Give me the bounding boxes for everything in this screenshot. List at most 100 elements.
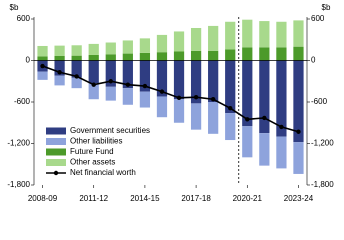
line-marker xyxy=(262,115,267,121)
bar-segment xyxy=(71,60,82,78)
bar-segment xyxy=(105,60,116,87)
bar-segment xyxy=(293,60,304,143)
bar-segment xyxy=(139,91,151,108)
bar-segment xyxy=(276,47,287,61)
line-marker xyxy=(74,74,79,79)
y-tick-label: 600 xyxy=(17,14,31,23)
x-tick-label: 2017-18 xyxy=(181,194,211,203)
bar-segment xyxy=(208,50,219,61)
line-marker xyxy=(245,117,250,122)
legend-label: Net financial worth xyxy=(70,168,136,177)
bar-segment xyxy=(276,60,287,137)
bar-segment xyxy=(54,56,65,61)
bar-segment xyxy=(173,60,185,100)
bar-segment xyxy=(259,60,270,134)
legend-label: Government securities xyxy=(70,126,150,135)
line-marker xyxy=(296,129,301,134)
bar-segment xyxy=(190,27,202,51)
y-tick-label: -600 xyxy=(14,97,31,106)
bar-segment xyxy=(173,51,185,61)
y2-tick-label: -1,800 xyxy=(311,180,334,189)
line-marker xyxy=(57,70,62,75)
line-marker xyxy=(193,94,199,100)
bar-segment xyxy=(88,83,99,100)
legend-swatch xyxy=(46,148,66,156)
bar-segment xyxy=(293,46,304,61)
bar-segment xyxy=(156,52,168,61)
bar-segment xyxy=(139,38,151,53)
line-series xyxy=(42,65,299,133)
y-tick-label: -1,200 xyxy=(7,139,30,148)
chart: $b $b 600 0 -600 -1,200 -1,800 600 0 -600 -1,200… xyxy=(7,3,334,203)
bar-segment xyxy=(88,43,99,55)
bar-segment xyxy=(173,31,185,52)
bar-segment xyxy=(242,47,253,61)
bar-segment xyxy=(276,136,287,169)
legend-label: Other liabilities xyxy=(70,137,122,146)
bar-segment xyxy=(71,45,82,56)
legend-label: Other assets xyxy=(70,158,115,167)
bar-segment xyxy=(37,71,48,80)
y2-tick-label: 0 xyxy=(311,56,316,65)
bar-segment xyxy=(242,60,253,127)
bar-segment xyxy=(225,21,236,50)
bar-segment xyxy=(37,56,48,61)
legend-swatch xyxy=(46,127,66,135)
line-marker xyxy=(228,106,233,111)
legend-label: Future Fund xyxy=(70,147,114,156)
x-tick-label: 2011-12 xyxy=(79,194,108,203)
bar-segment xyxy=(208,60,219,102)
bar-segment xyxy=(54,60,65,76)
x-tick-label: 2008-09 xyxy=(28,194,58,203)
bar-segment xyxy=(122,40,133,54)
legend-swatch xyxy=(46,159,66,166)
y2-tick-label: -600 xyxy=(311,97,328,106)
bar-segment xyxy=(88,54,99,61)
bar-segment xyxy=(37,45,48,57)
bar-segment xyxy=(190,60,202,104)
x-tick-label: 2014-15 xyxy=(130,194,160,203)
bar-segment xyxy=(105,54,116,61)
bar-segment xyxy=(156,34,168,53)
line-marker xyxy=(210,97,216,102)
bar-segment xyxy=(208,25,219,51)
bar-segment xyxy=(225,113,236,141)
legend-marker xyxy=(53,170,59,176)
bar-segment xyxy=(276,21,287,48)
bar-segment xyxy=(105,42,116,55)
y-tick-label: -1,800 xyxy=(7,180,30,189)
bar-segment xyxy=(54,45,65,57)
bar-segment xyxy=(173,99,185,123)
bar-segment xyxy=(105,86,116,101)
bar-segment xyxy=(259,133,270,166)
line-marker xyxy=(159,89,165,94)
y2-tick-label: -1,200 xyxy=(311,139,334,148)
line-marker xyxy=(91,82,96,87)
bar-segment xyxy=(190,50,202,61)
bar-segment xyxy=(190,103,202,130)
bar-segment xyxy=(225,49,236,61)
line-marker xyxy=(125,82,131,87)
bar-segment xyxy=(259,21,270,48)
line-marker xyxy=(279,124,284,130)
bar-segment xyxy=(259,47,270,61)
bar-segment xyxy=(122,53,133,61)
line-marker xyxy=(142,83,148,89)
bar-segment xyxy=(225,60,236,114)
y-axis-unit: $b xyxy=(10,3,19,12)
bar-segment xyxy=(139,52,151,61)
bar-segment xyxy=(88,60,99,84)
bar-segment xyxy=(54,75,65,86)
bar-segment xyxy=(122,88,133,105)
bar-segment xyxy=(71,55,82,61)
bar-segment xyxy=(71,77,82,89)
legend-swatch xyxy=(46,138,66,145)
y-tick-label: 0 xyxy=(26,56,31,65)
bar-segment xyxy=(242,126,253,158)
bar-segment xyxy=(242,19,253,48)
y2-axis-unit: $b xyxy=(322,3,331,12)
bar-segment xyxy=(293,20,304,47)
y2-tick-label: 600 xyxy=(311,14,325,23)
bar-segment xyxy=(208,102,219,134)
bar-segment xyxy=(139,60,151,92)
